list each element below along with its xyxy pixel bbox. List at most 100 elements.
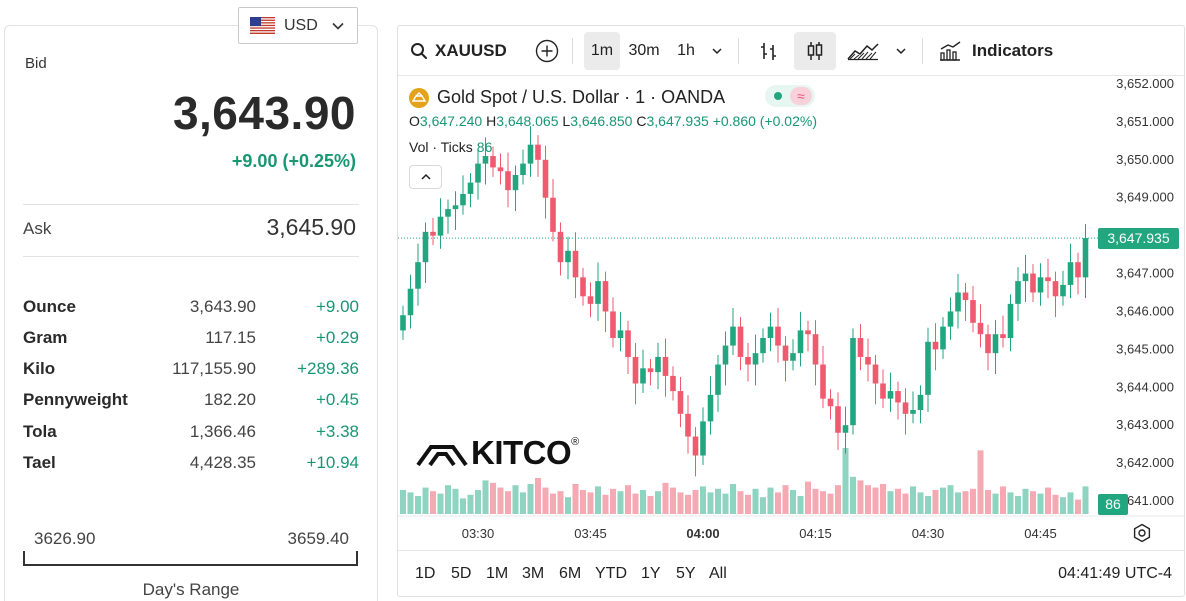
range-all[interactable]: All <box>709 565 727 582</box>
candle <box>610 311 616 338</box>
volume-bar <box>452 488 459 514</box>
range-3m[interactable]: 3M <box>522 565 545 582</box>
interval-30m[interactable]: 30m <box>628 42 660 59</box>
symbol-label: XAUUSD <box>435 41 507 60</box>
candle <box>730 326 736 346</box>
volume-bar <box>670 487 676 514</box>
candle <box>887 391 894 399</box>
candle <box>685 413 691 437</box>
chart-type-dropdown[interactable] <box>892 26 910 76</box>
day-range-label: Day's Range <box>142 580 240 599</box>
candle <box>415 262 421 289</box>
volume-bar <box>512 485 519 514</box>
indicators-button[interactable]: Indicators <box>938 26 1053 76</box>
volume-bar <box>625 485 631 514</box>
candle <box>1000 334 1006 338</box>
bid-price: 3,643.90 <box>172 87 356 139</box>
day-range-low: 3626.90 <box>34 529 96 548</box>
candle <box>1052 281 1059 297</box>
collapse-legend-button[interactable] <box>409 165 442 189</box>
range-5d[interactable]: 5D <box>451 565 472 582</box>
range-1d[interactable]: 1D <box>415 565 436 582</box>
candle <box>1030 273 1036 293</box>
candle <box>947 311 954 327</box>
range-5y[interactable]: 5Y <box>676 565 696 582</box>
settings-icon[interactable] <box>1131 522 1153 544</box>
symbol-search[interactable]: XAUUSD <box>410 26 507 76</box>
candle <box>850 337 856 426</box>
volume-bar <box>580 490 586 514</box>
range-1m[interactable]: 1M <box>486 565 509 582</box>
chart-clock[interactable]: 04:41:49 UTC-4 <box>1058 565 1172 582</box>
volume-bar <box>700 486 706 514</box>
area-style-button[interactable] <box>846 26 880 76</box>
candle <box>400 315 406 331</box>
candle <box>505 171 511 191</box>
volume-bar <box>692 490 699 514</box>
candles-button[interactable] <box>794 32 836 70</box>
candle <box>1060 284 1066 297</box>
interval-1m[interactable]: 1m <box>584 32 620 70</box>
price-tick-label: 3,644.000 <box>1116 379 1174 394</box>
volume-legend: Vol · Ticks 86 <box>409 139 492 155</box>
volume-bar <box>910 486 916 514</box>
gold-symbol-icon <box>409 87 429 108</box>
candle <box>700 421 706 456</box>
range-ytd[interactable]: YTD <box>595 565 627 582</box>
quote-panel <box>4 25 378 601</box>
volume-bar <box>535 478 541 514</box>
candle <box>452 205 459 210</box>
candle <box>677 391 684 414</box>
chevron-down-icon <box>896 48 906 55</box>
volume-bar <box>1030 491 1036 514</box>
plus-circle-icon <box>535 39 559 63</box>
unit-row-kilo: Kilo 117,155.90 +289.36 <box>23 359 359 381</box>
volume-bar <box>917 492 924 514</box>
volume-bar <box>947 485 954 514</box>
volume-bar <box>985 490 991 514</box>
candle <box>857 337 864 357</box>
volume-bar <box>805 481 811 514</box>
last-volume-label: 86 <box>1098 494 1128 515</box>
market-status-pill[interactable]: ≈ <box>765 85 815 107</box>
candle <box>827 398 834 407</box>
volume-bar <box>1000 486 1006 514</box>
volume-bar <box>737 491 744 514</box>
volume-bar <box>467 494 474 514</box>
candle <box>977 322 984 335</box>
chevron-down-icon <box>712 48 722 55</box>
bar-change: +0.860 (+0.02%) <box>712 113 817 129</box>
kitco-logo: KITCO ® <box>416 434 579 471</box>
interval-1h[interactable]: 1h <box>677 42 695 59</box>
bar-style-button[interactable] <box>756 26 782 76</box>
unit-name: Kilo <box>23 359 56 378</box>
unit-name: Tael <box>23 453 56 472</box>
time-tick-label: 03:30 <box>462 526 495 541</box>
volume-bar <box>707 492 714 514</box>
volume-bar <box>1060 497 1066 514</box>
range-1y[interactable]: 1Y <box>641 565 661 582</box>
volume-value: 86 <box>476 139 493 155</box>
interval-dropdown[interactable] <box>707 26 727 76</box>
volume-bar <box>962 491 969 514</box>
candle <box>475 163 481 183</box>
candle <box>467 182 474 194</box>
market-open-dot-icon <box>774 92 782 100</box>
candle <box>737 326 744 357</box>
compare-button[interactable] <box>532 26 562 76</box>
candle <box>790 353 796 361</box>
price-chart[interactable]: 3,652.000 3,651.000 3,650.000 3,649.000 3,64… <box>398 76 1185 550</box>
high-value: 3,648.065 <box>496 113 559 129</box>
volume-bar <box>632 493 639 514</box>
last-price-label: 3,647.935 <box>1098 228 1179 249</box>
unit-name: Pennyweight <box>23 390 128 409</box>
volume-bar <box>497 487 504 514</box>
low-value: 3,646.850 <box>570 113 633 129</box>
unit-change: +289.36 <box>297 359 359 378</box>
indicators-icon <box>940 41 961 61</box>
candle <box>745 356 751 365</box>
candle <box>535 144 541 160</box>
range-6m[interactable]: 6M <box>559 565 582 582</box>
candle <box>752 353 759 365</box>
currency-select[interactable]: USD <box>238 7 358 44</box>
